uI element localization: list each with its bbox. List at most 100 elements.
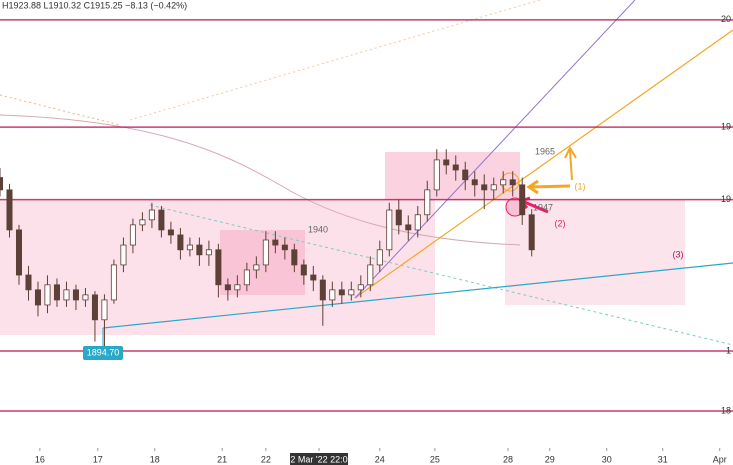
candle-body (6, 189, 13, 231)
candle-body (310, 274, 317, 281)
header: H1923.88 L1910.32 C1915.25 −8.13 (−0.42%… (2, 0, 187, 10)
candle-body (509, 179, 516, 186)
candle-body (395, 209, 402, 226)
candle-body (0, 177, 4, 191)
trend-line (354, 29, 733, 299)
trend-line (149, 204, 733, 346)
candle-body (376, 249, 383, 266)
x-tick-label: 28 (503, 454, 513, 464)
candle-body (63, 289, 70, 301)
zone (505, 200, 685, 305)
candle-body (443, 159, 450, 166)
candle-body (196, 244, 203, 256)
candle-body (186, 244, 193, 251)
zone (220, 230, 305, 295)
candle-body (34, 289, 41, 306)
y-tick-label: 19 (721, 121, 731, 131)
x-tick-label: 24 (375, 454, 385, 464)
x-axis-strip (0, 448, 733, 465)
trend-line (354, 0, 636, 299)
annotation: 1947 (533, 202, 553, 212)
candle-body (53, 284, 60, 301)
trend-line (129, 0, 541, 121)
candle-body (272, 239, 279, 246)
candle-body (471, 179, 478, 186)
annotation: (3) (673, 249, 684, 259)
trend-line (0, 94, 121, 126)
candle-body (348, 289, 355, 296)
candle-body (329, 289, 336, 301)
candle-body (158, 209, 165, 231)
candle-body (234, 284, 241, 291)
candle-body (281, 244, 288, 251)
annotation: (2) (555, 218, 566, 228)
x-tick-label: Apr (713, 454, 727, 464)
candle-body (101, 299, 108, 321)
candle-body (528, 214, 535, 251)
arrow (564, 145, 577, 181)
candle-body (433, 159, 440, 191)
candle-body (205, 249, 212, 256)
candle-body (319, 279, 326, 301)
candle-body (167, 229, 174, 236)
y-tick-label: 18 (721, 405, 731, 415)
x-tick-label: 25 (430, 454, 440, 464)
y-tick-label: 20 (721, 14, 731, 24)
annotation: (1) (575, 181, 586, 191)
candle-body (72, 289, 79, 301)
low-label: 1894.70 (87, 347, 120, 357)
candle-body (15, 229, 23, 276)
x-tick-badge (290, 453, 349, 465)
candle-body (82, 294, 89, 301)
candle-body (424, 189, 431, 216)
x-tick-label: 29 (545, 454, 555, 464)
y-tick-label: 19 (721, 194, 731, 204)
x-tick-label: 21 (217, 454, 227, 464)
candle-body (405, 224, 412, 231)
candle-body (253, 264, 260, 271)
annotation: 1940 (308, 224, 328, 234)
x-tick-label: 31 (658, 454, 668, 464)
x-tick-label: 22 Mar '22 22:00 (285, 454, 352, 464)
candle-body (110, 264, 117, 301)
candle-body (386, 209, 393, 251)
candle-body (291, 249, 298, 266)
candle-body (500, 179, 507, 186)
candle-body (414, 214, 421, 231)
candle-body (367, 264, 374, 286)
x-tick-label: 18 (150, 454, 160, 464)
candle-body (481, 184, 488, 191)
annotation: 1965 (535, 146, 555, 156)
x-tick-label: 22 (261, 454, 271, 464)
candle-body (224, 284, 231, 291)
candle-body (139, 219, 146, 226)
candle-body (462, 169, 469, 181)
zone (385, 152, 520, 200)
candle-body (44, 284, 51, 306)
x-tick-label: 16 (35, 454, 45, 464)
drawings (0, 0, 733, 360)
candle-body (300, 264, 307, 276)
y-tick-label: 1 (726, 345, 731, 355)
candle-body (357, 284, 364, 291)
candle-body (120, 244, 127, 266)
price-badge (83, 346, 123, 360)
candle-body (338, 289, 345, 296)
candle-body (243, 269, 250, 286)
candle-body (148, 209, 155, 221)
zones (0, 152, 685, 335)
candle-body (262, 239, 269, 266)
candle-body (91, 294, 98, 321)
candle-body (519, 184, 526, 216)
candle-body (215, 249, 222, 286)
candle-body (25, 274, 32, 291)
x-tick-label: 17 (93, 454, 103, 464)
candle-body (177, 234, 184, 251)
trend-line (102, 262, 733, 329)
candle-body (129, 224, 136, 246)
candle-body (452, 164, 459, 171)
x-tick-label: 30 (602, 454, 612, 464)
candle-body (490, 184, 497, 191)
arrow (526, 179, 571, 195)
